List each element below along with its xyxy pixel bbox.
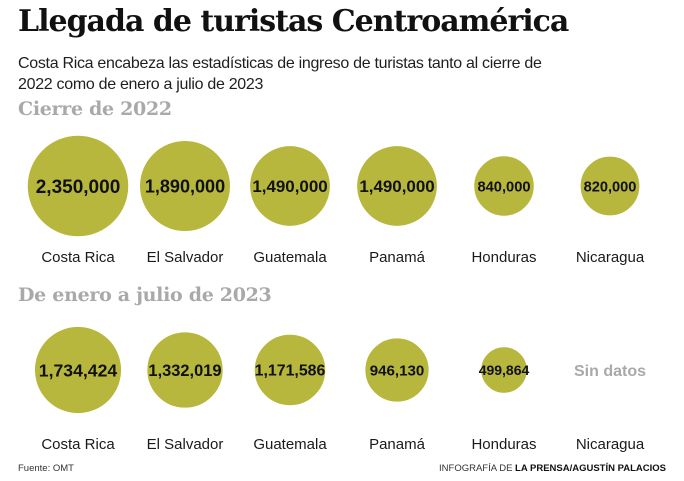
bubble-value-label: 1,890,000 [145, 177, 225, 197]
country-label: Nicaragua [576, 249, 645, 266]
bubble [253, 333, 327, 407]
bubble-value-label: 1,490,000 [252, 177, 327, 196]
country-label: Panamá [369, 436, 426, 453]
bubble [363, 336, 431, 404]
bubble-value-label: 1,171,586 [255, 363, 326, 380]
bubble [248, 144, 332, 228]
no-data-label: Sin datos [574, 363, 646, 380]
bubble-value-label: 1,332,019 [148, 362, 221, 380]
country-label: Guatemala [253, 436, 327, 453]
country-label: Panamá [369, 249, 426, 266]
bubble [33, 325, 123, 415]
chart-title: Llegada de turistas Centroamérica [18, 4, 569, 39]
country-label: Honduras [471, 249, 536, 266]
bubble-value-label: 946,130 [370, 362, 425, 379]
bubble [138, 139, 232, 233]
section-title-2022: Cierre de 2022 [18, 98, 172, 120]
bubble [579, 155, 641, 217]
country-label: El Salvador [147, 436, 224, 453]
bubble-value-label: 1,490,000 [359, 177, 434, 196]
credit-note: INFOGRAFÍA DE LA PRENSA/AGUSTÍN PALACIOS [439, 463, 666, 474]
bubble [479, 345, 529, 395]
bubble-value-label: 499,864 [479, 362, 530, 378]
bubble-value-label: 840,000 [477, 179, 530, 195]
country-label: Nicaragua [576, 436, 645, 453]
credit-name: LA PRENSA/AGUSTÍN PALACIOS [515, 463, 666, 474]
bubble-value-label: 1,734,424 [39, 360, 118, 380]
bubble-value-label: 2,350,000 [36, 177, 121, 198]
bubble-value-label: 820,000 [584, 179, 637, 195]
country-label: Honduras [471, 436, 536, 453]
source-note: Fuente: OMT [18, 463, 74, 474]
bubble [355, 144, 439, 228]
country-label: Costa Rica [41, 436, 115, 453]
country-label: El Salvador [147, 249, 224, 266]
bubble [472, 154, 536, 218]
bubble [145, 330, 225, 410]
credit-prefix: INFOGRAFÍA DE [439, 463, 516, 474]
country-label: Costa Rica [41, 249, 115, 266]
section-title-2023: De enero a julio de 2023 [18, 284, 272, 306]
bubble [26, 134, 130, 238]
chart-subtitle: Costa Rica encabeza las estadísticas de … [18, 55, 542, 93]
source-text: Fuente: OMT [18, 463, 74, 474]
country-label: Guatemala [253, 249, 327, 266]
